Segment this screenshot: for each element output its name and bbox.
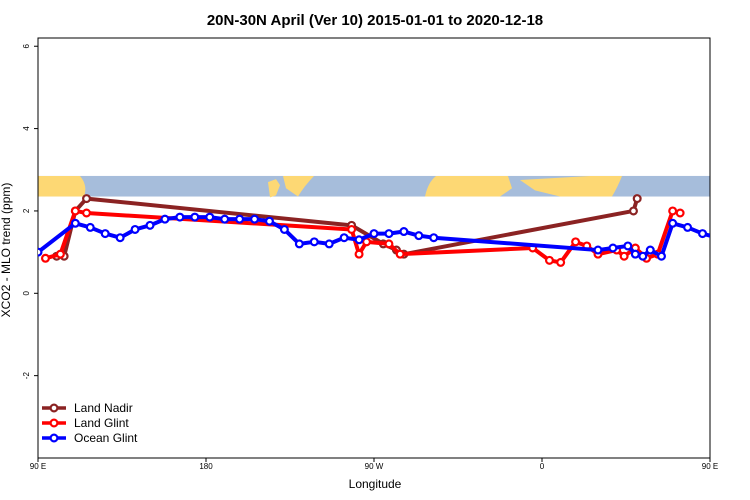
point-land-glint-2 <box>70 206 80 216</box>
y-tick-label-1: 0 <box>22 291 31 296</box>
point-ocean-glint-27 <box>608 243 618 253</box>
point-ocean-glint-3 <box>100 229 110 239</box>
point-ocean-glint-4 <box>115 233 125 243</box>
point-ocean-glint-18 <box>324 239 334 249</box>
series-group <box>38 194 750 267</box>
point-ocean-glint-14 <box>264 216 274 226</box>
point-ocean-glint-8 <box>175 212 185 222</box>
point-land-nadir-9 <box>632 194 642 204</box>
legend-marker-ocean-glint <box>49 433 59 443</box>
point-ocean-glint-31 <box>645 245 655 255</box>
point-ocean-glint-2 <box>85 222 95 232</box>
point-land-nadir-3 <box>82 194 92 204</box>
point-ocean-glint-29 <box>630 249 640 259</box>
legend-marker-land-glint <box>49 418 59 428</box>
point-ocean-glint-19 <box>339 233 349 243</box>
point-land-glint-21 <box>675 208 685 218</box>
x-tick-label-0: 90 E <box>30 462 46 471</box>
point-ocean-glint-26 <box>593 245 603 255</box>
point-land-glint-10 <box>544 255 554 265</box>
x-axis: 90 E 180 90 W 0 90 E <box>30 458 718 471</box>
legend-marker-land-nadir <box>49 403 59 413</box>
map-land-3 <box>425 175 512 197</box>
y-tick-label-4: 6 <box>22 43 31 48</box>
point-ocean-glint-34 <box>683 222 693 232</box>
point-ocean-glint-33 <box>668 218 678 228</box>
point-ocean-glint-37 <box>729 226 736 233</box>
point-ocean-glint-0 <box>38 247 43 257</box>
point-ocean-glint-13 <box>250 214 260 224</box>
point-land-glint-7 <box>384 239 394 249</box>
y-tick-label-0: -2 <box>22 372 31 380</box>
point-ocean-glint-25 <box>429 233 439 243</box>
point-ocean-glint-30 <box>638 251 648 261</box>
x-tick-label-3: 0 <box>540 462 545 471</box>
point-ocean-glint-7 <box>160 214 170 224</box>
point-ocean-glint-24 <box>414 231 424 241</box>
point-ocean-glint-16 <box>294 239 304 249</box>
world-map-band <box>38 175 710 198</box>
point-land-glint-11 <box>556 257 566 267</box>
point-land-glint-12 <box>571 237 581 247</box>
point-ocean-glint-28 <box>623 241 633 251</box>
point-ocean-glint-36 <box>714 234 721 241</box>
point-land-glint-0 <box>40 253 50 263</box>
legend-label-ocean-glint: Ocean Glint <box>74 431 138 445</box>
point-ocean-glint-35 <box>698 229 708 239</box>
point-ocean-glint-17 <box>309 237 319 247</box>
point-land-nadir-8 <box>628 206 638 216</box>
y-axis: -2 0 2 4 6 <box>22 43 38 379</box>
point-ocean-glint-21 <box>369 229 379 239</box>
point-ocean-glint-15 <box>279 224 289 234</box>
point-ocean-glint-11 <box>220 214 230 224</box>
legend-label-land-glint: Land Glint <box>74 416 129 430</box>
map-land-1 <box>268 179 280 198</box>
series-ocean-glint <box>38 212 750 261</box>
x-tick-label-1: 180 <box>199 462 213 471</box>
point-ocean-glint-10 <box>205 212 215 222</box>
point-ocean-glint-5 <box>130 224 140 234</box>
y-axis-label: XCO2 - MLO trend (ppm) <box>0 183 13 318</box>
x-tick-label-2: 90 W <box>365 462 384 471</box>
point-ocean-glint-12 <box>235 214 245 224</box>
chart-title: 20N-30N April (Ver 10) 2015-01-01 to 202… <box>207 12 543 29</box>
point-ocean-glint-22 <box>384 229 394 239</box>
point-land-glint-5 <box>354 249 364 259</box>
y-tick-label-3: 4 <box>22 126 31 131</box>
point-ocean-glint-32 <box>656 251 666 261</box>
point-land-glint-8 <box>395 249 405 259</box>
point-land-glint-3 <box>82 208 92 218</box>
point-land-glint-20 <box>668 206 678 216</box>
point-ocean-glint-38 <box>744 222 750 229</box>
legend-label-land-nadir: Land Nadir <box>74 401 133 415</box>
x-axis-label: Longitude <box>349 477 402 491</box>
point-ocean-glint-23 <box>399 227 409 237</box>
point-ocean-glint-20 <box>354 235 364 245</box>
map-land-2 <box>283 175 314 197</box>
point-ocean-glint-1 <box>70 218 80 228</box>
point-land-glint-4 <box>347 224 357 234</box>
point-land-glint-16 <box>619 251 629 261</box>
y-tick-label-2: 2 <box>22 208 31 213</box>
map-land-4 <box>520 175 622 197</box>
point-ocean-glint-6 <box>145 220 155 230</box>
map-land-0 <box>38 175 86 197</box>
point-ocean-glint-9 <box>190 212 200 222</box>
x-tick-label-4: 90 E <box>702 462 718 471</box>
point-land-glint-1 <box>55 249 65 259</box>
series-line-ocean-glint <box>38 215 710 259</box>
